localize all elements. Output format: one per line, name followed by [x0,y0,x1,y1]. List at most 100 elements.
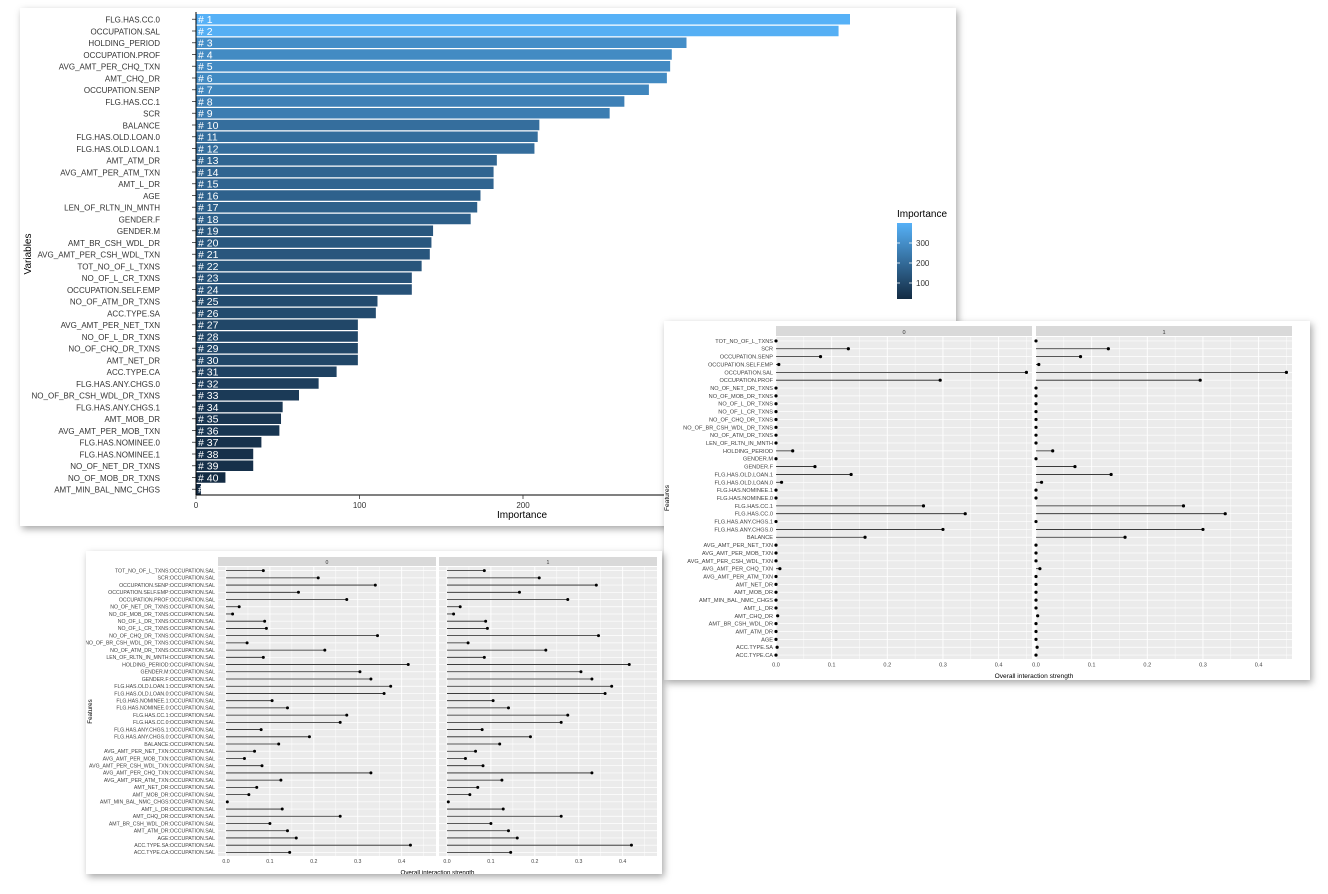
interaction-point [1034,606,1038,610]
importance-category-label: NO_OF_BR_CSH_WDL_DR_TXNS [32,392,160,401]
two-way-point [498,742,502,746]
two-way-category-label: FLG.HAS.NOMINEE.1:OCCUPATION.SAL [116,698,215,704]
two-way-point [268,821,272,825]
importance-category-label: OCCUPATION.SENP [84,86,160,95]
interaction-point [813,464,817,469]
importance-bar-label: # 16 [198,190,219,202]
interaction-point [779,480,784,484]
importance-bar-label: # 38 [198,449,219,461]
two-way-category-label: GENDER.M:OCCUPATION.SAL [141,670,216,676]
interaction-facet-1: 1 0.0 0.1 0.2 0.3 0.4 [1032,326,1292,669]
importance-bars: # 1# 2# 3# 4# 5# 6# 7# 8# 9# 10# 11# 12#… [196,14,850,496]
two-way-point [597,634,600,638]
two-way-point [566,598,570,602]
importance-category-label: GENDER.M [117,227,160,236]
importance-bar-label: # 21 [198,249,219,261]
interaction-category-label: SCR [761,347,773,353]
two-way-x-tick-label: 0.2 [531,859,538,865]
two-way-category-label: NO_OF_CHQ_DR_TXNS:OCCUPATION.SAL [109,633,215,639]
importance-bar [196,401,283,413]
two-way-point [345,598,349,602]
two-way-x-tick-label: 0.3 [354,859,361,865]
two-way-category-label: NO_OF_NET_DR_TXNS:OCCUPATION.SAL [110,605,215,611]
two-way-point [345,713,349,717]
interaction-point [1034,441,1038,445]
two-way-point [629,843,633,847]
importance-chart-panel: # 1 # 2 # 3 # 4 # 5 # 6 # 7 # 8 # 9 # 10 # 11 # 12 #… [20,8,956,526]
importance-bar-label: # 7 [198,85,213,97]
two-way-category-label: AGE:OCCUPATION.SAL [158,836,216,842]
importance-bar-label: # 24 [198,284,219,296]
interaction-category-label: NO_OF_ATM_DR_TXNS [710,433,773,439]
interaction-x-tick-label: 0.1 [1088,663,1096,669]
importance-bar-label: # 9 [198,108,213,120]
interaction-point [1034,496,1038,500]
importance-category-label: NO_OF_MOB_DR_TXNS [68,474,160,483]
importance-bar-label: # 29 [198,343,219,355]
two-way-point [468,793,472,797]
importance-bar [196,14,850,25]
interaction-point [1181,504,1186,508]
two-way-category-label: NO_OF_MOB_DR_TXNS:OCCUPATION.SAL [109,612,215,618]
two-way-point [253,749,257,753]
importance-bar [196,49,672,60]
interaction-point [1034,410,1038,414]
two-way-x-tick-label: 0.2 [310,859,317,865]
two-way-point [259,728,263,732]
importance-bar [196,343,358,354]
importance-bar [196,72,667,84]
importance-bar [196,190,481,201]
two-way-category-label: FLG.HAS.CC.1:OCCUPATION.SAL [133,713,215,719]
interaction-category-label: TOT_NO_OF_L_TXNS [715,339,773,345]
importance-category-label: AVG_AMT_PER_CHQ_TXN [59,63,160,72]
importance-legend-tick-label: 300 [916,239,930,248]
two-way-point [369,677,373,681]
importance-bar [196,202,478,213]
importance-bar-label: # 4 [198,49,213,61]
two-way-point [323,648,327,652]
interaction-point [1073,464,1077,469]
two-way-point [261,569,265,573]
importance-bar-label: # 14 [198,167,219,179]
importance-bar [196,472,226,483]
interaction-point [1034,574,1038,579]
two-way-point [501,807,505,811]
importance-category-label: FLG.HAS.ANY.CHGS.0 [76,380,160,389]
importance-bar [196,460,254,471]
importance-bar-label: # 20 [198,237,219,249]
two-way-category-label: ACC.TYPE.SA:OCCUPATION.SAL [134,843,215,849]
importance-category-label: NO_OF_ATM_DR_TXNS [70,298,160,307]
interaction-point [1034,622,1038,626]
interaction-point [846,347,850,351]
interaction-point [774,598,778,602]
interaction-point [1034,519,1038,524]
two-way-x-tick-label: 0.1 [266,859,273,865]
interaction-point [818,355,823,359]
two-way-point [264,626,268,630]
interaction-point [1036,614,1040,618]
two-way-x-tick-label: 0.0 [443,859,450,865]
importance-bar [196,390,300,401]
importance-bar-label: # 15 [198,179,219,191]
importance-category-label: AMT_BR_CSH_WDL_DR [68,239,160,248]
interaction-point [863,535,867,539]
interaction-point [774,543,778,547]
importance-bar-label: # 27 [198,320,219,332]
importance-bar [196,437,262,448]
two-way-point [247,793,251,797]
interaction-point [1034,425,1038,429]
interaction-facet-label: 0 [902,330,905,336]
interaction-point [1034,551,1038,555]
two-way-point [482,569,486,573]
two-way-category-label: AVG_AMT_PER_ATM_TXN:OCCUPATION.SAL [104,778,215,784]
interaction-point [1034,339,1038,343]
importance-category-labels: FLG.HAS.CC.0 OCCUPATION.SAL HOLDING_PERIOD… [32,16,196,495]
importance-bar [196,260,422,272]
importance-category-label: AMT_L_DR [118,180,160,189]
importance-category-label: FLG.HAS.CC.1 [105,98,160,107]
two-way-point [603,691,607,695]
interaction-point [776,614,780,618]
two-way-point [369,771,373,775]
interaction-facet-label: 1 [1162,330,1165,336]
interaction-point [774,339,778,343]
